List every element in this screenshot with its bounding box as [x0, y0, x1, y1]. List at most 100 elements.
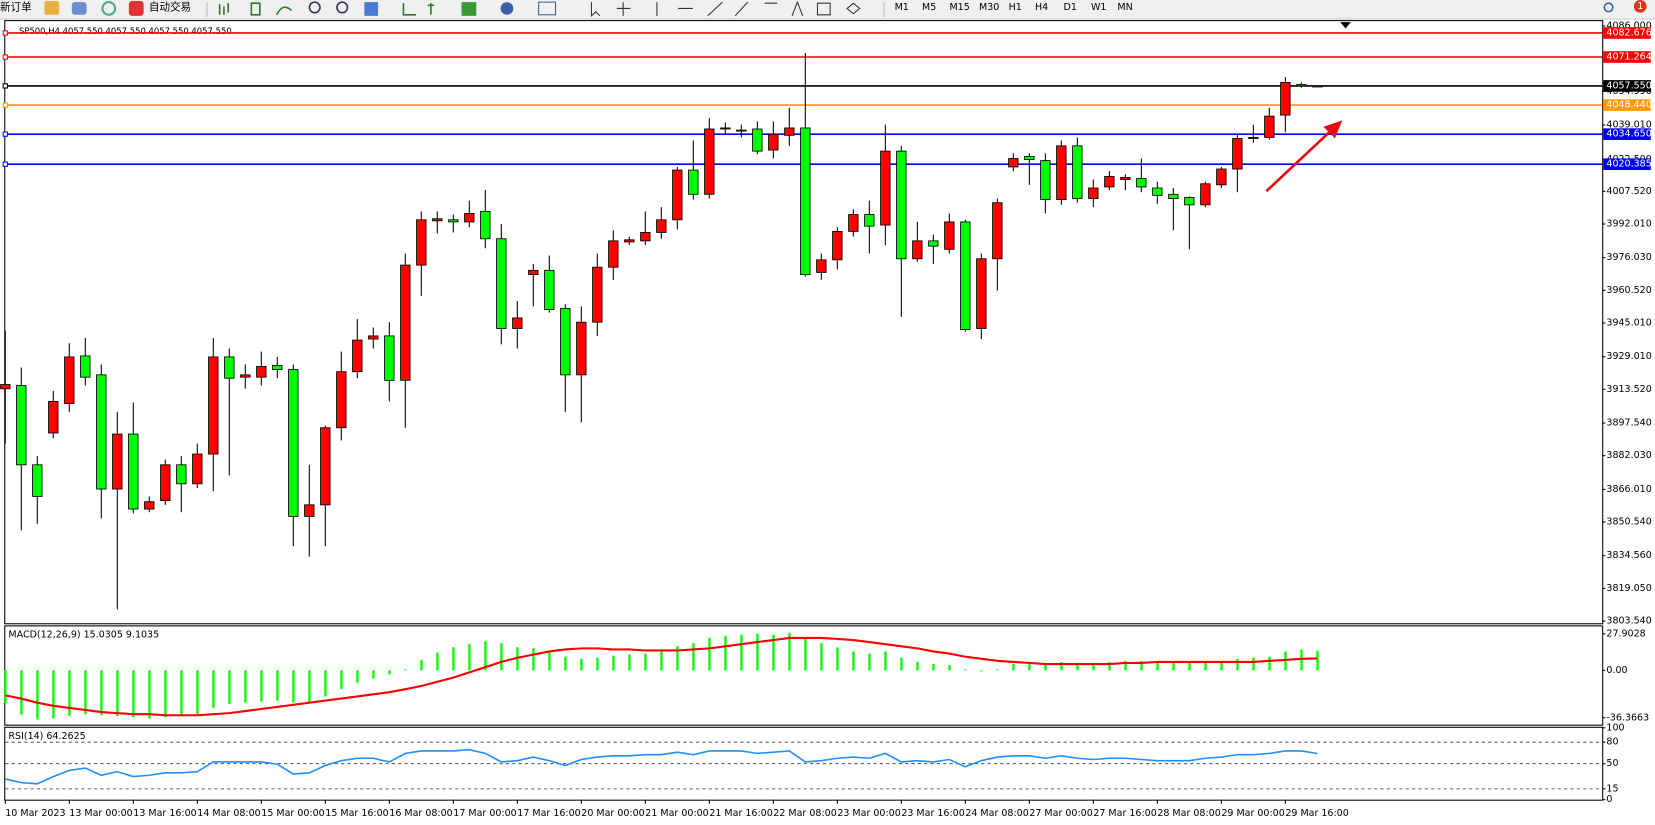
- x-tick-label: 24 Mar 08:00: [965, 808, 1028, 819]
- candle-body: [448, 219, 459, 223]
- macd-bar: [292, 670, 295, 703]
- y-tick-label: 3945.010: [1606, 318, 1651, 329]
- candle-body: [528, 269, 539, 275]
- candle-body: [896, 150, 907, 260]
- candle-body: [224, 356, 235, 379]
- candle-body: [1152, 187, 1163, 196]
- macd-bar: [1316, 650, 1319, 671]
- price-label-box: [1603, 27, 1651, 39]
- new-order-button[interactable]: 新订单: [0, 0, 32, 13]
- macd-bar: [68, 670, 71, 717]
- candle-body: [0, 384, 11, 390]
- x-tick-label: 29 Mar 00:00: [1221, 808, 1284, 819]
- timeframe-button[interactable]: W1: [1091, 2, 1106, 13]
- macd-bar: [212, 670, 215, 708]
- price-line-handle: [2, 83, 8, 89]
- candle-body: [848, 214, 859, 232]
- macd-bar: [820, 643, 823, 671]
- zoom-in[interactable]: [308, 1, 321, 14]
- main-panel: [4, 20, 1604, 625]
- drawing-tools[interactable]: [616, 0, 861, 17]
- icons[interactable]: [402, 3, 435, 16]
- macd-bar: [1268, 656, 1271, 671]
- candle-body: [1104, 175, 1115, 188]
- candle-body: [400, 264, 411, 381]
- price-line-handle: [2, 102, 8, 108]
- macd-bar: [404, 669, 407, 671]
- price-label: 4057.550: [1606, 80, 1651, 91]
- macd-bar: [772, 634, 775, 671]
- y-tick-label: 0: [1606, 794, 1612, 805]
- badge-count: 1: [1637, 1, 1643, 12]
- candle-body: [176, 464, 187, 485]
- timeframe-button[interactable]: M15: [949, 2, 969, 13]
- timeframe-button[interactable]: H4: [1035, 2, 1048, 13]
- icon[interactable]: [101, 1, 117, 16]
- candle-body: [784, 127, 795, 136]
- icon[interactable]: [71, 2, 87, 15]
- shift-marker: [1340, 22, 1351, 29]
- y-tick-label: 3819.050: [1606, 583, 1651, 594]
- candle-body: [800, 127, 811, 275]
- macd-bar: [260, 670, 263, 702]
- period-icon[interactable]: [500, 2, 514, 15]
- x-tick-label: 13 Mar 00:00: [69, 808, 132, 819]
- candle-body: [512, 317, 523, 329]
- auto-trading-button[interactable]: 自动交易: [149, 0, 191, 13]
- timeframe-button[interactable]: M30: [979, 2, 999, 13]
- timeframe-button[interactable]: MN: [1117, 2, 1132, 13]
- candle-body: [1296, 84, 1307, 87]
- timeframe-button[interactable]: H1: [1009, 2, 1022, 13]
- candle-body: [320, 427, 331, 506]
- indicator-icon[interactable]: [461, 2, 477, 16]
- cursor-icon[interactable]: [590, 2, 601, 18]
- candle-body: [48, 400, 59, 434]
- candle-body: [704, 128, 715, 195]
- price-label: 4082.676: [1606, 27, 1651, 38]
- candle-body: [928, 240, 939, 247]
- zoom-out[interactable]: [336, 1, 349, 14]
- macd-bar: [308, 670, 311, 702]
- x-tick-label: 21 Mar 16:00: [709, 808, 772, 819]
- macd-bar: [580, 658, 583, 671]
- y-tick-label: 3913.520: [1606, 384, 1651, 395]
- candle-body: [128, 433, 139, 510]
- candle-body: [1264, 115, 1275, 138]
- macd-bar: [340, 670, 343, 690]
- price-label-box: [1603, 51, 1651, 63]
- candle-body: [352, 339, 363, 373]
- macd-bar: [948, 665, 951, 671]
- auto-trading-icon[interactable]: [128, 1, 144, 16]
- timeframe-button[interactable]: M5: [922, 2, 936, 13]
- template-icon[interactable]: [538, 1, 557, 16]
- macd-bar: [868, 653, 871, 671]
- y-tick-label: 3834.560: [1606, 550, 1651, 561]
- candle-body: [288, 369, 299, 517]
- candle-body: [864, 214, 875, 227]
- signal-line: [5, 636, 1318, 717]
- macd-bar: [164, 670, 167, 718]
- price-label: 4071.264: [1606, 52, 1651, 63]
- candle-body: [976, 258, 987, 329]
- tile-icon[interactable]: [364, 2, 379, 16]
- search-icon[interactable]: [1603, 2, 1614, 13]
- candle-body: [256, 366, 267, 378]
- candle-body: [336, 371, 347, 429]
- candle-body: [1088, 187, 1099, 199]
- y-tick-label: 100: [1606, 722, 1624, 733]
- x-tick-label: 23 Mar 00:00: [837, 808, 900, 819]
- timeframe-button[interactable]: D1: [1064, 2, 1077, 13]
- timeframe-button[interactable]: M1: [895, 2, 909, 13]
- icon[interactable]: [44, 1, 60, 15]
- candle-body: [640, 232, 651, 242]
- macd-bar: [4, 670, 7, 703]
- candle-body: [80, 355, 91, 378]
- macd-bar: [996, 669, 999, 671]
- macd-bar: [20, 670, 23, 715]
- macd-bar: [884, 651, 887, 671]
- chart-type-icons[interactable]: [218, 2, 293, 16]
- candle-body: [416, 219, 427, 266]
- y-tick-label: -36.3663: [1606, 712, 1649, 723]
- notification-badge[interactable]: [1633, 0, 1647, 13]
